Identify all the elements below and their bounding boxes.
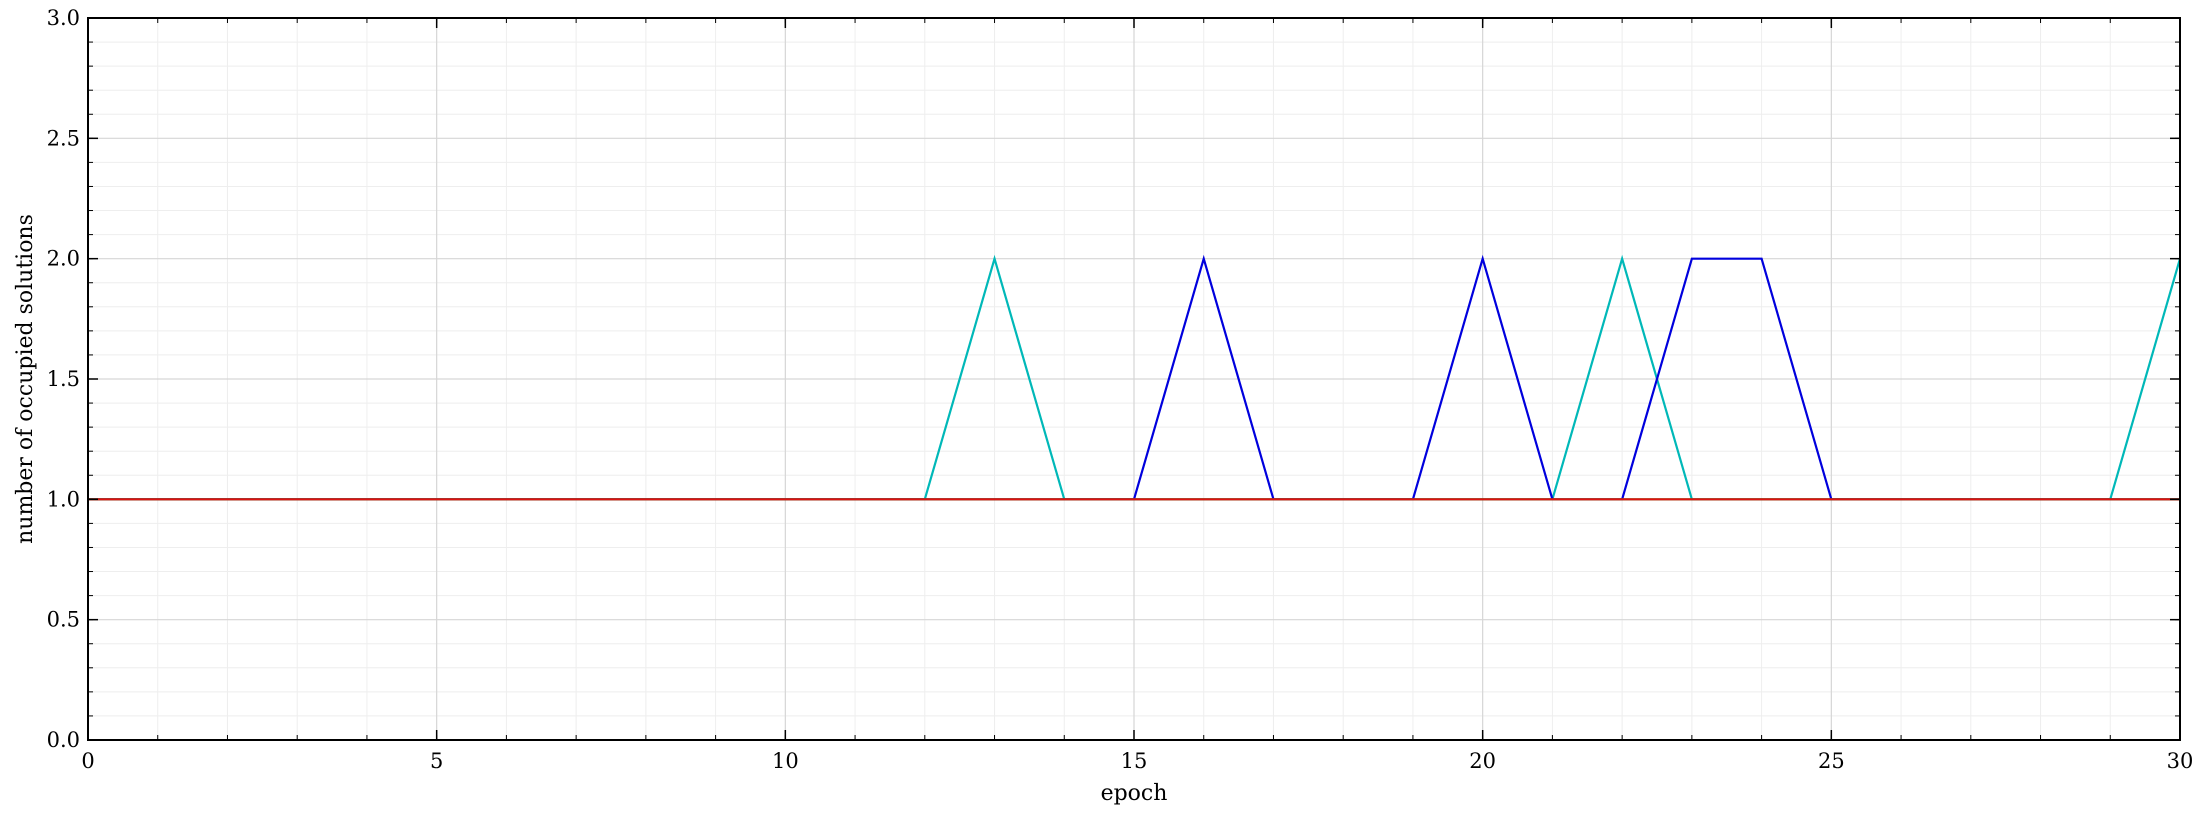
y-tick-label: 0.5 — [47, 608, 80, 632]
y-tick-label: 2.0 — [47, 247, 80, 271]
series-layer — [88, 254, 2182, 501]
x-tick-label: 20 — [1469, 749, 1496, 773]
x-axis-label: epoch — [1101, 781, 1168, 806]
x-tick-label: 0 — [81, 749, 94, 773]
y-tick-label: 0.0 — [47, 728, 80, 752]
x-tick-label: 25 — [1818, 749, 1845, 773]
x-tick-label: 15 — [1121, 749, 1148, 773]
y-tick-label: 1.0 — [47, 487, 80, 511]
y-axis-label: number of occupied solutions — [13, 214, 38, 544]
x-tick-label: 30 — [2167, 749, 2194, 773]
y-tick-label: 2.5 — [47, 126, 80, 150]
x-tick-label: 10 — [772, 749, 799, 773]
major-grid — [87, 17, 2181, 741]
y-tick-label: 1.5 — [47, 367, 80, 391]
y-tick-label: 3.0 — [47, 6, 80, 30]
tick-labels: 0 5 10 15 20 25 30 0.0 0.5 1.0 1.5 2.0 2.5 3.0 — [47, 6, 2194, 773]
plot-frame — [87, 17, 2181, 741]
x-tick-label: 5 — [430, 749, 443, 773]
